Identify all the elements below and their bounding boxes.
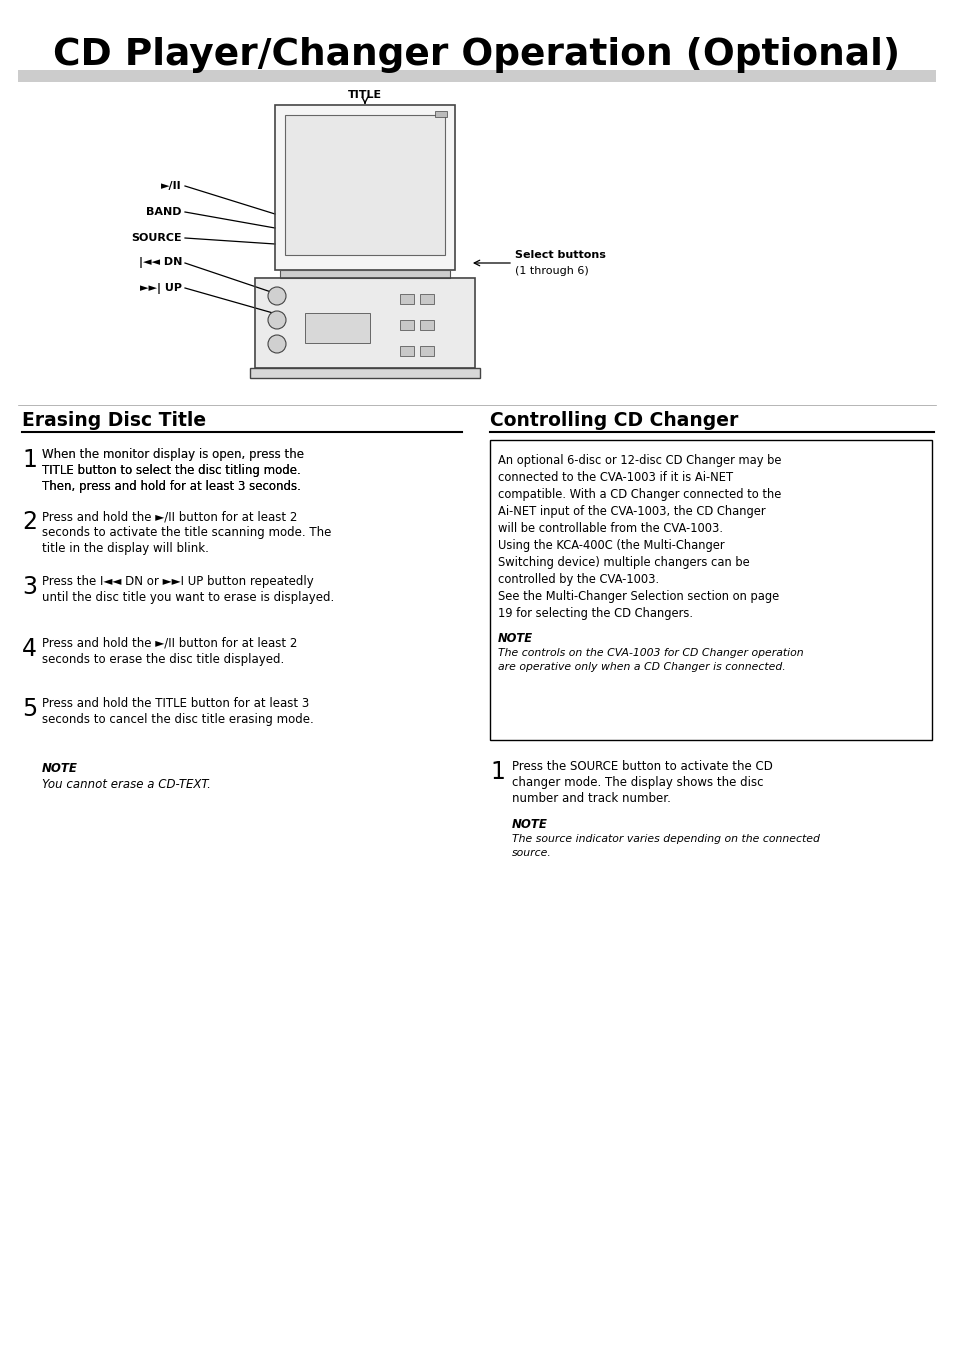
Bar: [280, 270, 450, 278]
Bar: [305, 313, 370, 342]
Text: Switching device) multiple changers can be: Switching device) multiple changers can …: [497, 555, 749, 569]
Bar: [275, 106, 454, 270]
Text: 1: 1: [22, 448, 37, 472]
Text: When the monitor display is open, press the: When the monitor display is open, press …: [42, 448, 304, 461]
Text: Then, press and hold for at least 3 seconds.: Then, press and hold for at least 3 seco…: [42, 480, 300, 493]
Circle shape: [268, 287, 286, 305]
Text: seconds to cancel the disc title erasing mode.: seconds to cancel the disc title erasing…: [42, 713, 314, 727]
Bar: [399, 346, 414, 356]
Text: Press and hold the ►/II button for at least 2: Press and hold the ►/II button for at le…: [42, 638, 297, 650]
Bar: [18, 70, 935, 82]
Bar: [285, 115, 444, 255]
Text: Press the SOURCE button to activate the CD: Press the SOURCE button to activate the …: [512, 760, 772, 772]
Text: seconds to activate the title scanning mode. The: seconds to activate the title scanning m…: [42, 526, 331, 539]
Text: until the disc title you want to erase is displayed.: until the disc title you want to erase i…: [42, 590, 334, 604]
Text: 3: 3: [22, 576, 37, 599]
Text: Using the KCA-400C (the Multi-Changer: Using the KCA-400C (the Multi-Changer: [497, 539, 724, 551]
Text: 4: 4: [22, 638, 37, 661]
Text: NOTE: NOTE: [42, 762, 78, 775]
Bar: [419, 294, 434, 305]
Bar: [274, 105, 455, 270]
Text: Press and hold the TITLE button for at least 3: Press and hold the TITLE button for at l…: [42, 697, 309, 710]
Text: Press and hold the ►/II button for at least 2: Press and hold the ►/II button for at le…: [42, 510, 297, 523]
Text: title in the display will blink.: title in the display will blink.: [42, 542, 209, 555]
Text: The controls on the CVA-1003 for CD Changer operation: The controls on the CVA-1003 for CD Chan…: [497, 648, 802, 658]
Text: compatible. With a CD Changer connected to the: compatible. With a CD Changer connected …: [497, 488, 781, 501]
Text: See the Multi-Changer Selection section on page: See the Multi-Changer Selection section …: [497, 590, 779, 603]
Text: SOURCE: SOURCE: [132, 233, 182, 243]
Text: changer mode. The display shows the disc: changer mode. The display shows the disc: [512, 776, 762, 789]
Text: (1 through 6): (1 through 6): [515, 266, 588, 276]
Text: will be controllable from the CVA-1003.: will be controllable from the CVA-1003.: [497, 522, 722, 535]
Bar: [399, 319, 414, 330]
Text: ►/II: ►/II: [161, 181, 182, 191]
Text: You cannot erase a CD-TEXT.: You cannot erase a CD-TEXT.: [42, 778, 211, 791]
Text: 1: 1: [490, 760, 504, 785]
Text: Press the I◄◄ DN or ►►I UP button repeatedly: Press the I◄◄ DN or ►►I UP button repeat…: [42, 576, 314, 588]
Bar: [250, 368, 479, 377]
Text: controlled by the CVA-1003.: controlled by the CVA-1003.: [497, 573, 659, 586]
Text: An optional 6-disc or 12-disc CD Changer may be: An optional 6-disc or 12-disc CD Changer…: [497, 454, 781, 466]
Text: TITLE button to select the disc titling mode.: TITLE button to select the disc titling …: [42, 464, 300, 477]
Bar: [399, 294, 414, 305]
Text: connected to the CVA-1003 if it is Ai-NET: connected to the CVA-1003 if it is Ai-NE…: [497, 470, 732, 484]
Text: 2: 2: [22, 510, 37, 534]
Text: |◄◄ DN: |◄◄ DN: [138, 257, 182, 268]
Text: TITLE button to select the disc titling mode.: TITLE button to select the disc titling …: [42, 464, 300, 477]
Text: NOTE: NOTE: [512, 818, 547, 830]
Text: BAND: BAND: [147, 208, 182, 217]
Text: Controlling CD Changer: Controlling CD Changer: [490, 411, 738, 430]
Text: Ai-NET input of the CVA-1003, the CD Changer: Ai-NET input of the CVA-1003, the CD Cha…: [497, 506, 765, 518]
Text: number and track number.: number and track number.: [512, 793, 670, 805]
Bar: [419, 319, 434, 330]
Bar: [254, 278, 475, 368]
Text: 5: 5: [22, 697, 37, 721]
Text: The source indicator varies depending on the connected: The source indicator varies depending on…: [512, 834, 819, 844]
Text: are operative only when a CD Changer is connected.: are operative only when a CD Changer is …: [497, 662, 785, 673]
Text: When the monitor display is open, press the: When the monitor display is open, press …: [42, 448, 304, 461]
Bar: [419, 346, 434, 356]
Text: CD Player/Changer Operation (Optional): CD Player/Changer Operation (Optional): [53, 36, 900, 73]
Circle shape: [268, 336, 286, 353]
Text: Select buttons: Select buttons: [515, 249, 605, 260]
Circle shape: [268, 311, 286, 329]
Text: NOTE: NOTE: [497, 632, 533, 644]
Bar: [490, 439, 931, 740]
Text: seconds to erase the disc title displayed.: seconds to erase the disc title displaye…: [42, 652, 284, 666]
Text: Erasing Disc Title: Erasing Disc Title: [22, 411, 206, 430]
Text: 19 for selecting the CD Changers.: 19 for selecting the CD Changers.: [497, 607, 692, 620]
Bar: [255, 279, 474, 367]
Text: Then, press and hold for at least 3 seconds.: Then, press and hold for at least 3 seco…: [42, 480, 300, 493]
Bar: [435, 111, 447, 117]
Text: source.: source.: [512, 848, 551, 857]
Text: ►►| UP: ►►| UP: [140, 283, 182, 294]
Text: TITLE: TITLE: [348, 90, 381, 100]
Text: When the monitor display is open, press the: When the monitor display is open, press …: [42, 448, 304, 461]
